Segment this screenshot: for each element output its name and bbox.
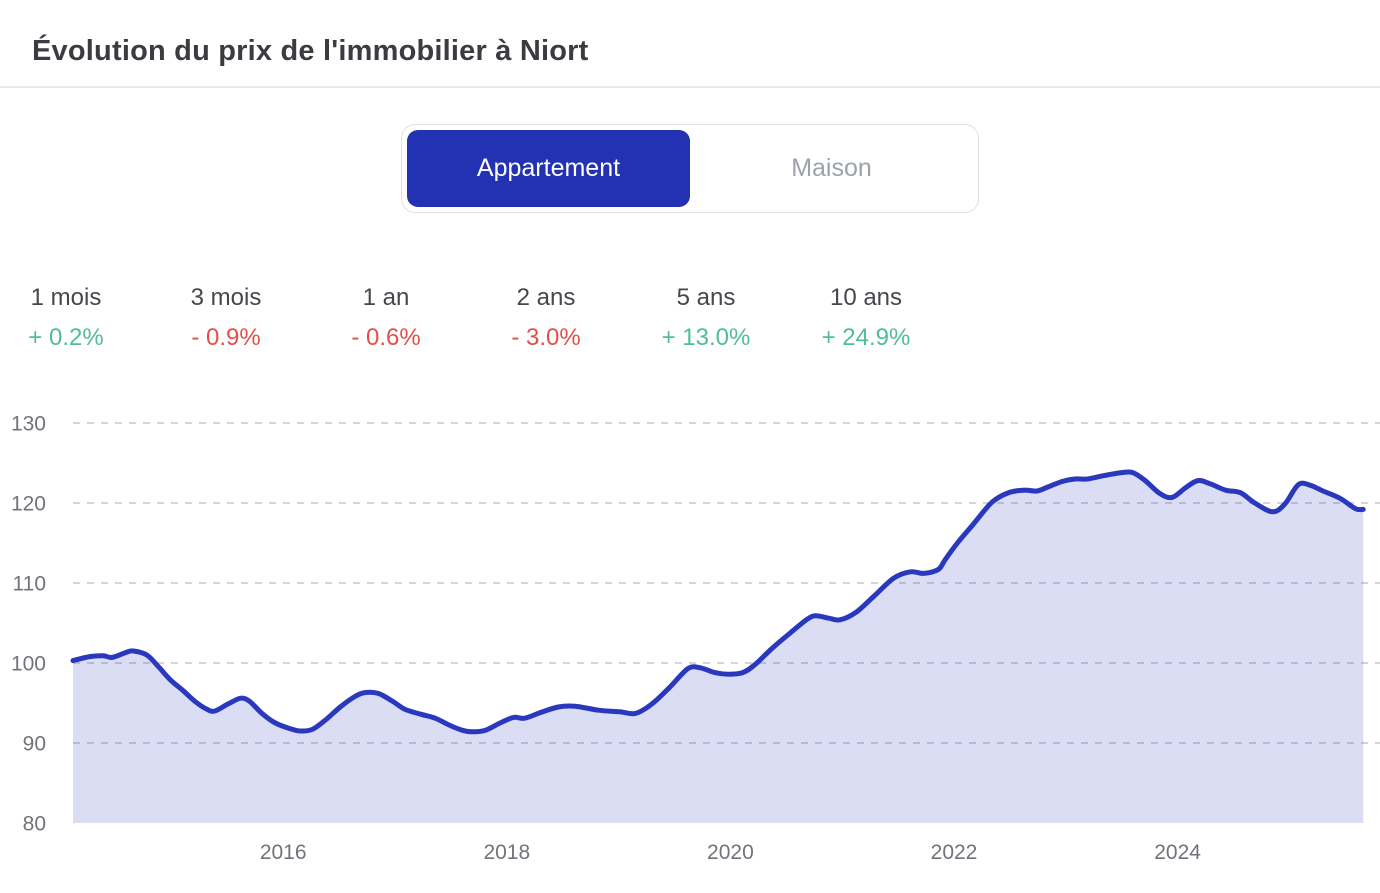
stat-value: + 24.9%	[821, 324, 911, 351]
y-tick-label: 90	[23, 733, 46, 756]
tab-maison[interactable]: Maison	[791, 154, 872, 182]
stat-label: 1 mois	[30, 284, 102, 311]
stat-label: 10 ans	[829, 284, 903, 311]
stat-1-mois: 1 mois + 0.2%	[10, 284, 122, 352]
y-tick-label: 80	[23, 813, 46, 836]
price-area	[73, 471, 1364, 823]
stat-value: - 0.9%	[191, 324, 261, 351]
stat-label: 2 ans	[516, 284, 576, 311]
header-divider	[0, 86, 1380, 88]
price-line	[70, 469, 1366, 735]
stat-label: 3 mois	[190, 284, 262, 311]
x-tick-label: 2024	[1154, 841, 1201, 864]
x-tick-label: 2018	[483, 841, 530, 864]
stat-value: + 0.2%	[28, 324, 104, 351]
x-tick-label: 2020	[707, 841, 754, 864]
page-title: Évolution du prix de l'immobilier à Nior…	[32, 35, 589, 68]
stat-label: 5 ans	[676, 284, 736, 311]
stat-value: - 3.0%	[511, 324, 581, 351]
property-type-toggle: Appartement Maison	[401, 124, 979, 213]
stat-value: - 0.6%	[351, 324, 421, 351]
stat-3-mois: 3 mois - 0.9%	[170, 284, 282, 352]
stat-5-ans: 5 ans + 13.0%	[650, 284, 762, 352]
y-tick-label: 110	[13, 573, 46, 596]
tab-appartement[interactable]: Appartement	[407, 130, 690, 207]
stat-value: + 13.0%	[661, 324, 751, 351]
stat-10-ans: 10 ans + 24.9%	[810, 284, 922, 352]
y-tick-label: 130	[11, 413, 46, 436]
y-tick-label: 120	[11, 493, 46, 516]
stat-label: 1 an	[362, 284, 410, 311]
chart-canvas: 80 90 100 110 120 130 2016 2018 2020 2022 2024	[11, 413, 1380, 864]
stat-1-an: 1 an - 0.6%	[330, 284, 442, 352]
x-tick-label: 2016	[260, 841, 307, 864]
stat-2-ans: 2 ans - 3.0%	[490, 284, 602, 352]
y-tick-label: 100	[11, 653, 46, 676]
price-evolution-chart: 80 90 100 110 120 130 2016 2018 2020 2022 2024	[0, 400, 1380, 888]
price-trend-stats: 1 mois + 0.2% 3 mois - 0.9% 1 an - 0.6% …	[10, 284, 922, 352]
x-tick-label: 2022	[931, 841, 978, 864]
